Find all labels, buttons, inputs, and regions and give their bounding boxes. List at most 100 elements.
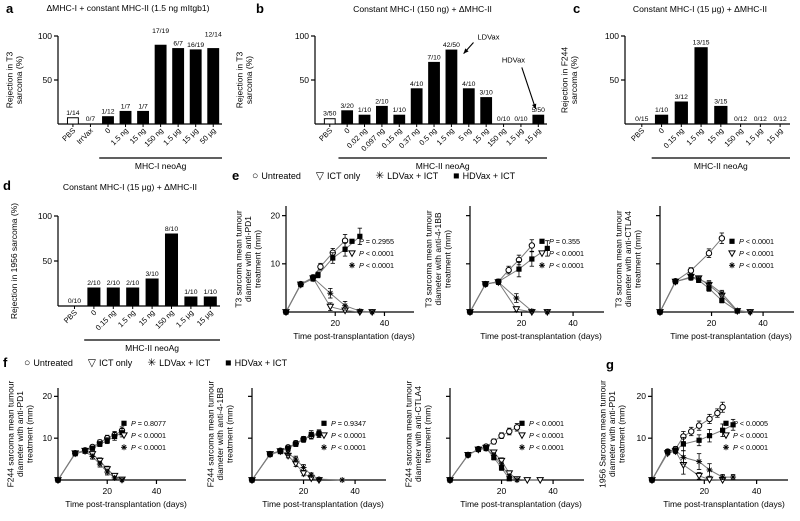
svg-text:8/10: 8/10 (165, 226, 178, 233)
svg-text:1.5 ng: 1.5 ng (116, 308, 137, 329)
svg-text:3/15: 3/15 (714, 98, 727, 105)
svg-text:P < 0.0001: P < 0.0001 (529, 431, 564, 440)
panel-d: d Constant MHC-I (15 μg) + ΔMHC-II 50 100… (0, 176, 230, 360)
series-legend: ○ Untreated ▽ ICT only ✳ LDVax + ICT ■ HDVax… (24, 358, 287, 369)
svg-text:P < 0.0001: P < 0.0001 (733, 431, 768, 440)
svg-text:0/12: 0/12 (734, 116, 747, 123)
svg-text:Time post-transplantation (day: Time post-transplantation (days) (670, 331, 792, 341)
svg-text:P < 0.0001: P < 0.0001 (529, 419, 564, 428)
svg-text:10: 10 (43, 433, 53, 443)
svg-text:40: 40 (568, 318, 578, 328)
panel-g: g 20 40 10 20 Time post-transplantation (day… (598, 356, 800, 521)
svg-text:P = 0.9347: P = 0.9347 (331, 419, 366, 428)
svg-text:20: 20 (497, 486, 507, 496)
svg-text:PBS: PBS (629, 126, 646, 143)
svg-text:20: 20 (517, 318, 527, 328)
svg-text:0: 0 (103, 126, 112, 135)
series-legend: ○ Untreated ▽ ICT only ✳ LDVax + ICT ■ HDVax… (252, 171, 515, 182)
svg-text:15 μg: 15 μg (195, 308, 215, 328)
svg-text:40: 40 (548, 486, 558, 496)
svg-text:0: 0 (89, 308, 98, 317)
panel-e-anti-ctla4-chart: 20 40 Time post-transplantation (days) T3 s… (614, 206, 794, 341)
svg-text:Rejection in F244sarcoma (%): Rejection in F244sarcoma (%) (559, 47, 579, 113)
square-filled-icon: ■ (453, 170, 460, 182)
svg-text:P < 0.0001: P < 0.0001 (131, 443, 166, 452)
asterisk-icon: ✳ (375, 170, 385, 182)
svg-text:15 μg: 15 μg (523, 126, 543, 146)
svg-text:F244 sarcoma mean tumourdiamet: F244 sarcoma mean tumourdiameter with an… (206, 380, 235, 487)
svg-text:100: 100 (295, 31, 309, 41)
svg-text:0.15 ng: 0.15 ng (662, 126, 686, 150)
svg-text:2/10: 2/10 (126, 280, 139, 287)
svg-text:P < 0.0001: P < 0.0001 (549, 249, 584, 258)
svg-text:13/15: 13/15 (693, 40, 710, 47)
svg-text:0/12: 0/12 (774, 116, 787, 123)
svg-text:1.5 μg: 1.5 μg (174, 308, 195, 329)
svg-text:P < 0.0001: P < 0.0001 (359, 249, 394, 258)
legend-item-ict-only: ▽ ICT only (315, 170, 361, 182)
svg-text:20: 20 (102, 486, 112, 496)
svg-text:1/10: 1/10 (358, 107, 371, 114)
panel-b-letter: b (256, 1, 264, 16)
svg-text:20: 20 (43, 391, 53, 401)
svg-text:3/12: 3/12 (675, 94, 688, 101)
svg-text:5/50: 5/50 (532, 107, 545, 114)
svg-text:40: 40 (152, 486, 162, 496)
circle-open-icon: ○ (24, 357, 31, 369)
svg-text:15 μg: 15 μg (765, 126, 785, 146)
legend-item-hdvax-ict: ■ HDVax + ICT (225, 357, 288, 369)
svg-text:MHC-II neoAg: MHC-II neoAg (416, 161, 470, 171)
svg-text:1/14: 1/14 (66, 110, 79, 117)
svg-text:150 ng: 150 ng (722, 126, 745, 149)
svg-text:100: 100 (605, 31, 619, 41)
svg-text:50: 50 (610, 75, 620, 85)
svg-text:0/7: 0/7 (86, 116, 96, 123)
svg-text:0/12: 0/12 (754, 116, 767, 123)
panel-f-letter: f (3, 355, 8, 370)
svg-text:40: 40 (380, 318, 390, 328)
svg-text:20: 20 (299, 486, 309, 496)
svg-text:F244 sarcoma mean tumourdiamet: F244 sarcoma mean tumourdiameter with an… (6, 380, 35, 487)
svg-text:20: 20 (707, 318, 717, 328)
svg-text:LDVax: LDVax (477, 33, 499, 42)
svg-text:1.5 μg: 1.5 μg (744, 126, 765, 147)
svg-text:Time post-transplantation (day: Time post-transplantation (days) (262, 499, 384, 509)
triangle-open-icon: ▽ (315, 170, 324, 182)
svg-text:0.15 ng: 0.15 ng (94, 308, 118, 332)
svg-text:0.5 ng: 0.5 ng (417, 126, 438, 147)
svg-text:PBS: PBS (317, 126, 334, 143)
svg-text:50 μg: 50 μg (198, 126, 218, 146)
svg-text:0: 0 (657, 126, 666, 135)
svg-text:Rejection in T3sarcoma (%): Rejection in T3sarcoma (%) (4, 51, 24, 108)
panel-b-title: Constant MHC-I (150 ng) + ΔMHC-II (353, 4, 492, 14)
svg-text:P = 0.8077: P = 0.8077 (131, 419, 166, 428)
svg-text:1/10: 1/10 (204, 289, 217, 296)
svg-text:1956 Sarcoma mean tumourdiamet: 1956 Sarcoma mean tumourdiameter with an… (598, 380, 627, 488)
svg-text:Time post-transplantation (day: Time post-transplantation (days) (460, 499, 582, 509)
panel-c-chart: 50 100 Rejection in F244sarcoma (%) 0/15 PBS… (559, 31, 790, 171)
svg-text:20: 20 (700, 486, 710, 496)
panel-g-letter: g (606, 357, 614, 372)
svg-text:P < 0.0001: P < 0.0001 (739, 237, 774, 246)
svg-text:IrrVax: IrrVax (75, 126, 95, 146)
svg-text:40: 40 (752, 486, 762, 496)
svg-text:12/14: 12/14 (205, 32, 222, 39)
legend-item-untreated: ○ Untreated (252, 170, 301, 182)
svg-text:P < 0.0001: P < 0.0001 (331, 431, 366, 440)
svg-text:P < 0.0001: P < 0.0001 (739, 249, 774, 258)
svg-text:2/10: 2/10 (107, 280, 120, 287)
svg-text:20: 20 (271, 210, 281, 220)
square-filled-icon: ■ (225, 357, 232, 369)
svg-text:4/10: 4/10 (410, 81, 423, 88)
svg-text:150 ng: 150 ng (153, 308, 176, 331)
svg-text:100: 100 (38, 31, 52, 41)
svg-text:42/50: 42/50 (443, 42, 460, 49)
panel-f-anti-ctla4-chart: 20 40 Time post-transplantation (days) F244… (404, 380, 584, 509)
svg-text:1.5 ng: 1.5 ng (109, 126, 130, 147)
panel-d-letter: d (3, 178, 11, 193)
svg-text:P = 0.355: P = 0.355 (549, 237, 580, 246)
svg-text:7/10: 7/10 (427, 54, 440, 61)
svg-text:0/15: 0/15 (635, 116, 648, 123)
